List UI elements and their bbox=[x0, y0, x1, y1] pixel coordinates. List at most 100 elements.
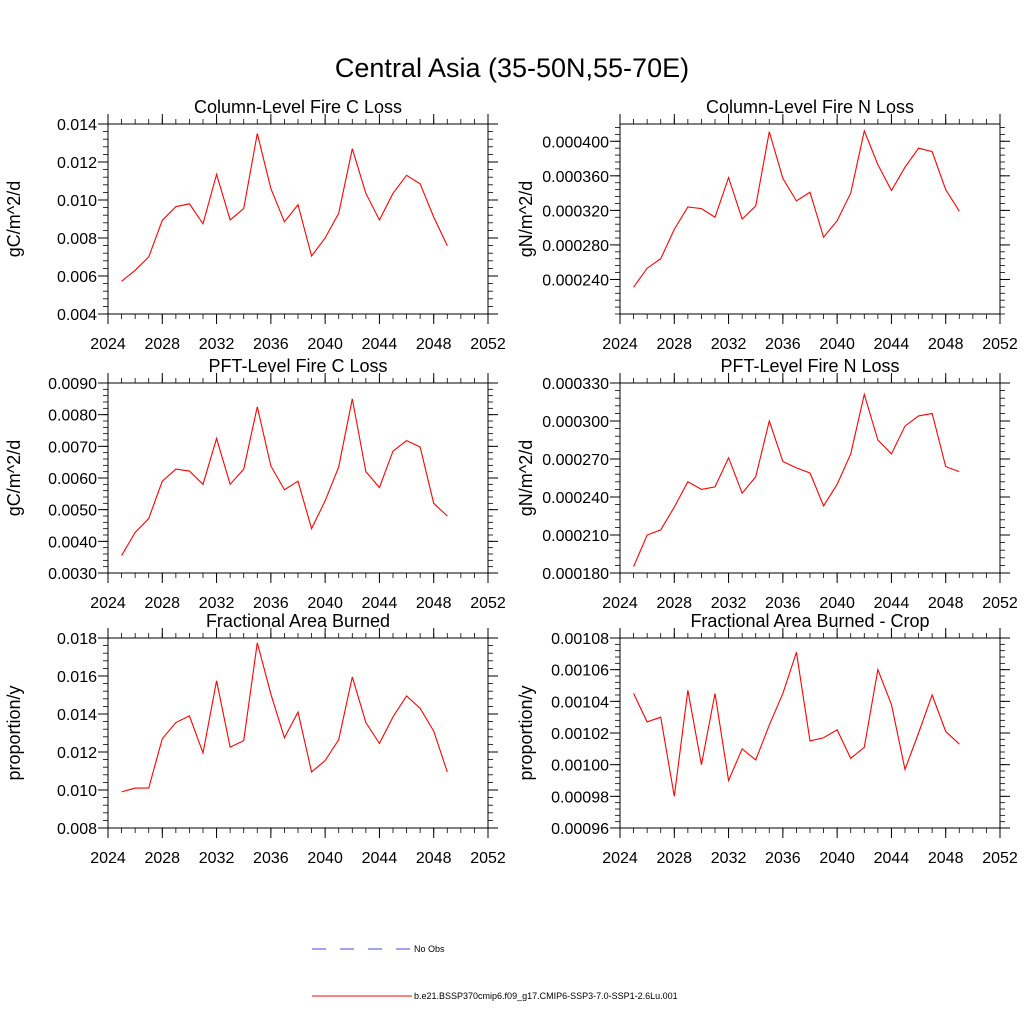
x-tick-label: 2024 bbox=[90, 595, 126, 612]
x-tick-label: 2032 bbox=[199, 336, 235, 353]
y-tick-label: 0.00096 bbox=[551, 821, 609, 838]
x-tick-label: 2040 bbox=[307, 336, 343, 353]
x-tick-label: 2028 bbox=[144, 336, 180, 353]
series-line bbox=[121, 133, 448, 282]
x-tick-label: 2040 bbox=[307, 595, 343, 612]
y-axis-label: proportion/y bbox=[4, 685, 24, 780]
y-axis-label: gC/m^2/d bbox=[4, 181, 24, 257]
y-tick-label: 0.012 bbox=[57, 745, 97, 762]
x-tick-label: 2052 bbox=[982, 850, 1018, 867]
y-tick-label: 0.000210 bbox=[542, 528, 609, 545]
x-tick-label: 2032 bbox=[711, 336, 747, 353]
y-tick-label: 0.00102 bbox=[551, 726, 609, 743]
panel-title: Column-Level Fire N Loss bbox=[706, 97, 914, 117]
x-tick-label: 2040 bbox=[819, 595, 855, 612]
x-tick-label: 2052 bbox=[982, 336, 1018, 353]
x-tick-label: 2024 bbox=[602, 850, 638, 867]
y-tick-label: 0.000360 bbox=[542, 169, 609, 186]
series-line bbox=[121, 398, 448, 556]
y-tick-label: 0.000280 bbox=[542, 238, 609, 255]
plot-frame bbox=[107, 382, 489, 574]
y-tick-label: 0.008 bbox=[57, 231, 97, 248]
legend: No Obs b.e21.BSSP370cmip6.f09_g17.CMIP6-… bbox=[312, 944, 678, 1001]
y-tick-label: 0.0080 bbox=[48, 408, 97, 425]
legend-label-model: b.e21.BSSP370cmip6.f09_g17.CMIP6-SSP3-7.… bbox=[414, 991, 678, 1001]
x-tick-label: 2036 bbox=[253, 336, 289, 353]
x-tick-label: 2028 bbox=[144, 595, 180, 612]
x-tick-label: 2036 bbox=[765, 850, 801, 867]
y-tick-label: 0.0060 bbox=[48, 471, 97, 488]
y-tick-label: 0.000240 bbox=[542, 490, 609, 507]
x-tick-label: 2024 bbox=[90, 850, 126, 867]
y-tick-label: 0.00108 bbox=[551, 631, 609, 648]
y-tick-label: 0.0090 bbox=[48, 376, 97, 393]
y-tick-label: 0.012 bbox=[57, 155, 97, 172]
chart-panel-2: Column-Level Fire N Loss 2024 2028 2032 2036… bbox=[516, 97, 1018, 353]
chart-panel-1: Column-Level Fire C Loss 2024 2028 2032 2036… bbox=[4, 97, 506, 353]
x-tick-label: 2032 bbox=[711, 595, 747, 612]
y-tick-label: 0.0070 bbox=[48, 439, 97, 456]
y-tick-label: 0.000240 bbox=[542, 272, 609, 289]
x-tick-label: 2036 bbox=[253, 595, 289, 612]
x-tick-label: 2032 bbox=[711, 850, 747, 867]
y-tick-label: 0.014 bbox=[57, 117, 97, 134]
x-tick-label: 2052 bbox=[470, 336, 506, 353]
chart-panel-5: Fractional Area Burned 2024 2028 2032 2036 20… bbox=[4, 611, 506, 867]
x-tick-label: 2044 bbox=[362, 850, 398, 867]
y-tick-label: 0.016 bbox=[57, 669, 97, 686]
y-tick-label: 0.00104 bbox=[551, 694, 609, 711]
x-tick-label: 2044 bbox=[874, 850, 910, 867]
legend-label-no-obs: No Obs bbox=[414, 944, 445, 954]
y-tick-label: 0.010 bbox=[57, 193, 97, 210]
y-tick-label: 0.018 bbox=[57, 631, 97, 648]
x-tick-label: 2040 bbox=[819, 336, 855, 353]
x-tick-label: 2028 bbox=[144, 850, 180, 867]
plot-frame bbox=[619, 123, 1001, 315]
x-tick-label: 2024 bbox=[602, 595, 638, 612]
x-tick-label: 2044 bbox=[874, 595, 910, 612]
x-tick-label: 2036 bbox=[765, 336, 801, 353]
y-axis-label: gN/m^2/d bbox=[516, 440, 536, 516]
y-tick-label: 0.010 bbox=[57, 783, 97, 800]
x-tick-label: 2024 bbox=[90, 336, 126, 353]
panel-title: PFT-Level Fire N Loss bbox=[720, 356, 899, 376]
x-tick-label: 2052 bbox=[470, 595, 506, 612]
series-line bbox=[633, 129, 960, 288]
y-tick-label: 0.006 bbox=[57, 269, 97, 286]
series-line bbox=[633, 392, 960, 567]
plot-frame bbox=[619, 382, 1001, 574]
x-tick-label: 2052 bbox=[470, 850, 506, 867]
y-tick-label: 0.00098 bbox=[551, 789, 609, 806]
y-tick-label: 0.0030 bbox=[48, 566, 97, 583]
panel-title: Fractional Area Burned bbox=[206, 611, 390, 631]
plot-frame bbox=[107, 637, 489, 829]
x-tick-label: 2028 bbox=[656, 595, 692, 612]
x-tick-label: 2036 bbox=[253, 850, 289, 867]
series-line bbox=[121, 642, 448, 793]
x-tick-label: 2048 bbox=[928, 336, 964, 353]
x-tick-label: 2048 bbox=[416, 336, 452, 353]
y-axis-label: gC/m^2/d bbox=[4, 440, 24, 516]
chart-panel-3: PFT-Level Fire C Loss 2024 2028 2032 2036 204… bbox=[4, 356, 506, 612]
x-tick-label: 2036 bbox=[765, 595, 801, 612]
panel-title: Fractional Area Burned - Crop bbox=[690, 611, 929, 631]
x-tick-label: 2048 bbox=[928, 850, 964, 867]
y-tick-label: 0.00106 bbox=[551, 663, 609, 680]
x-tick-label: 2024 bbox=[602, 336, 638, 353]
y-tick-label: 0.0040 bbox=[48, 534, 97, 551]
x-tick-label: 2028 bbox=[656, 850, 692, 867]
series-line bbox=[633, 652, 960, 797]
y-axis-label: proportion/y bbox=[516, 685, 536, 780]
x-tick-label: 2048 bbox=[416, 850, 452, 867]
x-tick-label: 2052 bbox=[982, 595, 1018, 612]
y-tick-label: 0.008 bbox=[57, 821, 97, 838]
y-tick-label: 0.000180 bbox=[542, 566, 609, 583]
x-tick-label: 2044 bbox=[874, 336, 910, 353]
x-tick-label: 2028 bbox=[656, 336, 692, 353]
x-tick-label: 2044 bbox=[362, 595, 398, 612]
y-tick-label: 0.004 bbox=[57, 307, 97, 324]
x-tick-label: 2048 bbox=[416, 595, 452, 612]
y-tick-label: 0.0050 bbox=[48, 503, 97, 520]
x-tick-label: 2044 bbox=[362, 336, 398, 353]
